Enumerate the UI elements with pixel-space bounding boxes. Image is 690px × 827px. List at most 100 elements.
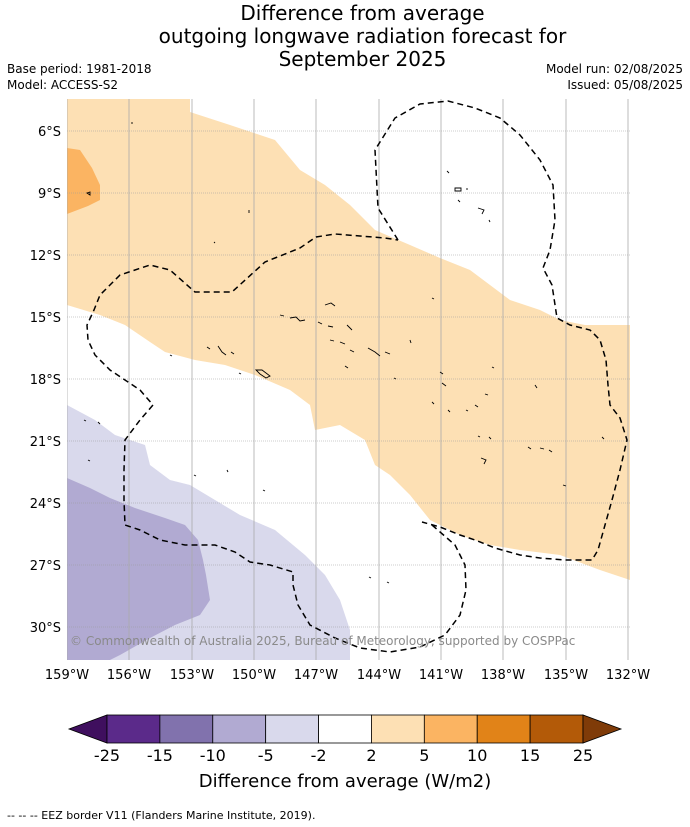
island [97, 421, 101, 425]
meta-right: Model run: 02/08/2025 Issued: 05/08/2025 [546, 61, 683, 93]
colorbar-tick-label: -10 [200, 746, 226, 765]
island [327, 325, 334, 328]
island [441, 382, 447, 387]
lon-labels: 159°W 156°W 153°W 150°W 147°W 144°W 141°… [45, 668, 650, 683]
lon-label: 159°W [45, 668, 89, 683]
title-line-3: September 2025 [278, 47, 447, 71]
anomaly-region-positive [67, 99, 630, 580]
lon-label: 138°W [481, 668, 525, 683]
colorbar-cell [476, 714, 531, 744]
colorbar: -25 -15 -10 -5 -2 2 5 10 15 25 [67, 714, 623, 765]
chart-title: Difference from average outgoing longwav… [95, 2, 630, 71]
island [480, 457, 487, 465]
colorbar-tick-label: 10 [467, 746, 487, 765]
island [477, 435, 481, 438]
lon-label: 141°W [419, 668, 463, 683]
anomaly-region-strong-positive [67, 148, 100, 214]
lon-gridlines [67, 99, 629, 660]
map: 6°S 9°S 12°S 15°S 18°S 21°S 24°S 27°S 30… [30, 99, 650, 683]
island [548, 449, 553, 453]
eez-border-french-polynesia [374, 100, 628, 561]
island [539, 447, 545, 450]
island [491, 366, 495, 369]
island [279, 314, 285, 317]
lat-label: 18°S [30, 373, 61, 388]
colorbar-cell [159, 714, 214, 744]
colorbar-title: Difference from average (W/m2) [198, 771, 492, 792]
island [474, 404, 479, 408]
island [346, 324, 353, 331]
model-text: Model: ACCESS-S2 [7, 78, 119, 92]
eez-borders [86, 100, 628, 653]
lat-label: 30°S [30, 621, 61, 636]
lat-label: 24°S [30, 497, 61, 512]
lon-label: 147°W [294, 668, 338, 683]
island [339, 341, 346, 345]
lat-label: 27°S [30, 559, 61, 574]
colorbar-extend-low [67, 714, 108, 744]
island [206, 346, 211, 350]
island [488, 219, 491, 223]
island [367, 347, 381, 357]
island [439, 371, 444, 375]
colorbar-cell [212, 714, 267, 744]
copyright-notice: © Commonwealth of Australia 2025, Bureau… [70, 634, 576, 648]
lat-labels: 6°S 9°S 12°S 15°S 18°S 21°S 24°S 27°S 30… [30, 125, 61, 636]
title-line-1: Difference from average [240, 1, 485, 25]
island [534, 384, 538, 389]
island [457, 199, 461, 203]
island [169, 354, 173, 357]
colorbar-tick-label: 5 [419, 746, 429, 765]
island [446, 170, 450, 174]
island [447, 409, 451, 413]
colorbar-cell [371, 714, 425, 744]
lon-label: 153°W [170, 668, 214, 683]
island [601, 436, 605, 440]
base-period-text: Base period: 1981-2018 [7, 62, 152, 76]
island [324, 302, 336, 307]
island [431, 297, 435, 300]
lon-label: 144°W [357, 668, 401, 683]
map-plot-area [67, 99, 630, 660]
lon-label: 156°W [107, 668, 151, 683]
eez-footnote: -- -- -- EEZ border V11 (Flanders Marine… [7, 809, 316, 822]
island [213, 241, 216, 244]
title-line-2: outgoing longwave radiation forecast for [158, 24, 567, 48]
island [238, 372, 242, 375]
island [527, 446, 532, 450]
island [289, 316, 306, 322]
colorbar-cell [318, 714, 372, 744]
island [562, 484, 567, 487]
lat-label: 9°S [38, 187, 61, 202]
colorbar-cell [265, 714, 319, 744]
issued-text: Issued: 05/08/2025 [567, 78, 683, 92]
lat-label: 12°S [30, 249, 61, 264]
island [87, 459, 91, 462]
colorbar-tick-label: 2 [366, 746, 376, 765]
island [193, 474, 197, 477]
island [344, 365, 349, 369]
colorbar-tick-label: 15 [520, 746, 540, 765]
island [329, 339, 335, 342]
island [217, 345, 227, 356]
island [465, 409, 469, 412]
lon-label: 150°W [232, 668, 276, 683]
island [409, 339, 412, 344]
island [386, 581, 390, 584]
lat-label: 15°S [30, 311, 61, 326]
eez-border-cook-islands [86, 233, 467, 653]
island [484, 393, 489, 396]
colorbar-cells [67, 714, 623, 744]
island [477, 207, 485, 215]
colorbar-tick-label: -15 [147, 746, 173, 765]
island [254, 369, 271, 379]
island [83, 419, 87, 422]
island [230, 351, 235, 355]
colorbar-tick-label: -5 [258, 746, 274, 765]
colorbar-extend-high [582, 714, 623, 744]
island [368, 576, 372, 579]
lat-label: 6°S [38, 125, 61, 140]
island [262, 489, 266, 492]
island [431, 401, 435, 405]
island [317, 321, 323, 325]
